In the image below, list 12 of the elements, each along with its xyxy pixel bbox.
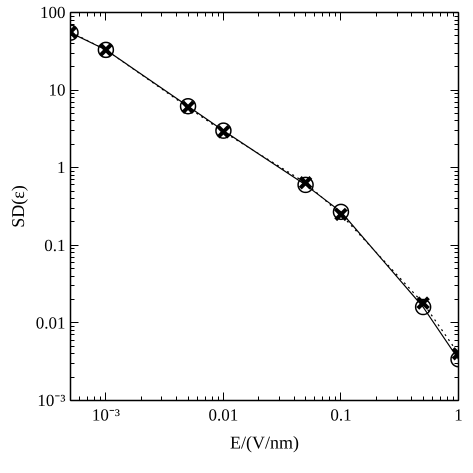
x-axis-title: E/(V/nm) [230,432,300,452]
y-tick-label: 10 [48,80,66,100]
x-tick-label: 10⁻³ [92,406,120,424]
y-tick-label: 10⁻³ [37,391,66,410]
x-tick-label: 0.1 [330,406,352,424]
y-tick-label: 0.1 [44,236,66,255]
x-tick-label: 1 [454,406,463,424]
y-tick-label: 0.01 [36,313,66,332]
y-tick-label: 1 [57,158,66,178]
x-tick-label: 0.01 [208,406,238,424]
y-tick-label: 100 [40,3,66,22]
y-axis-title: SD(ε) [8,185,28,228]
